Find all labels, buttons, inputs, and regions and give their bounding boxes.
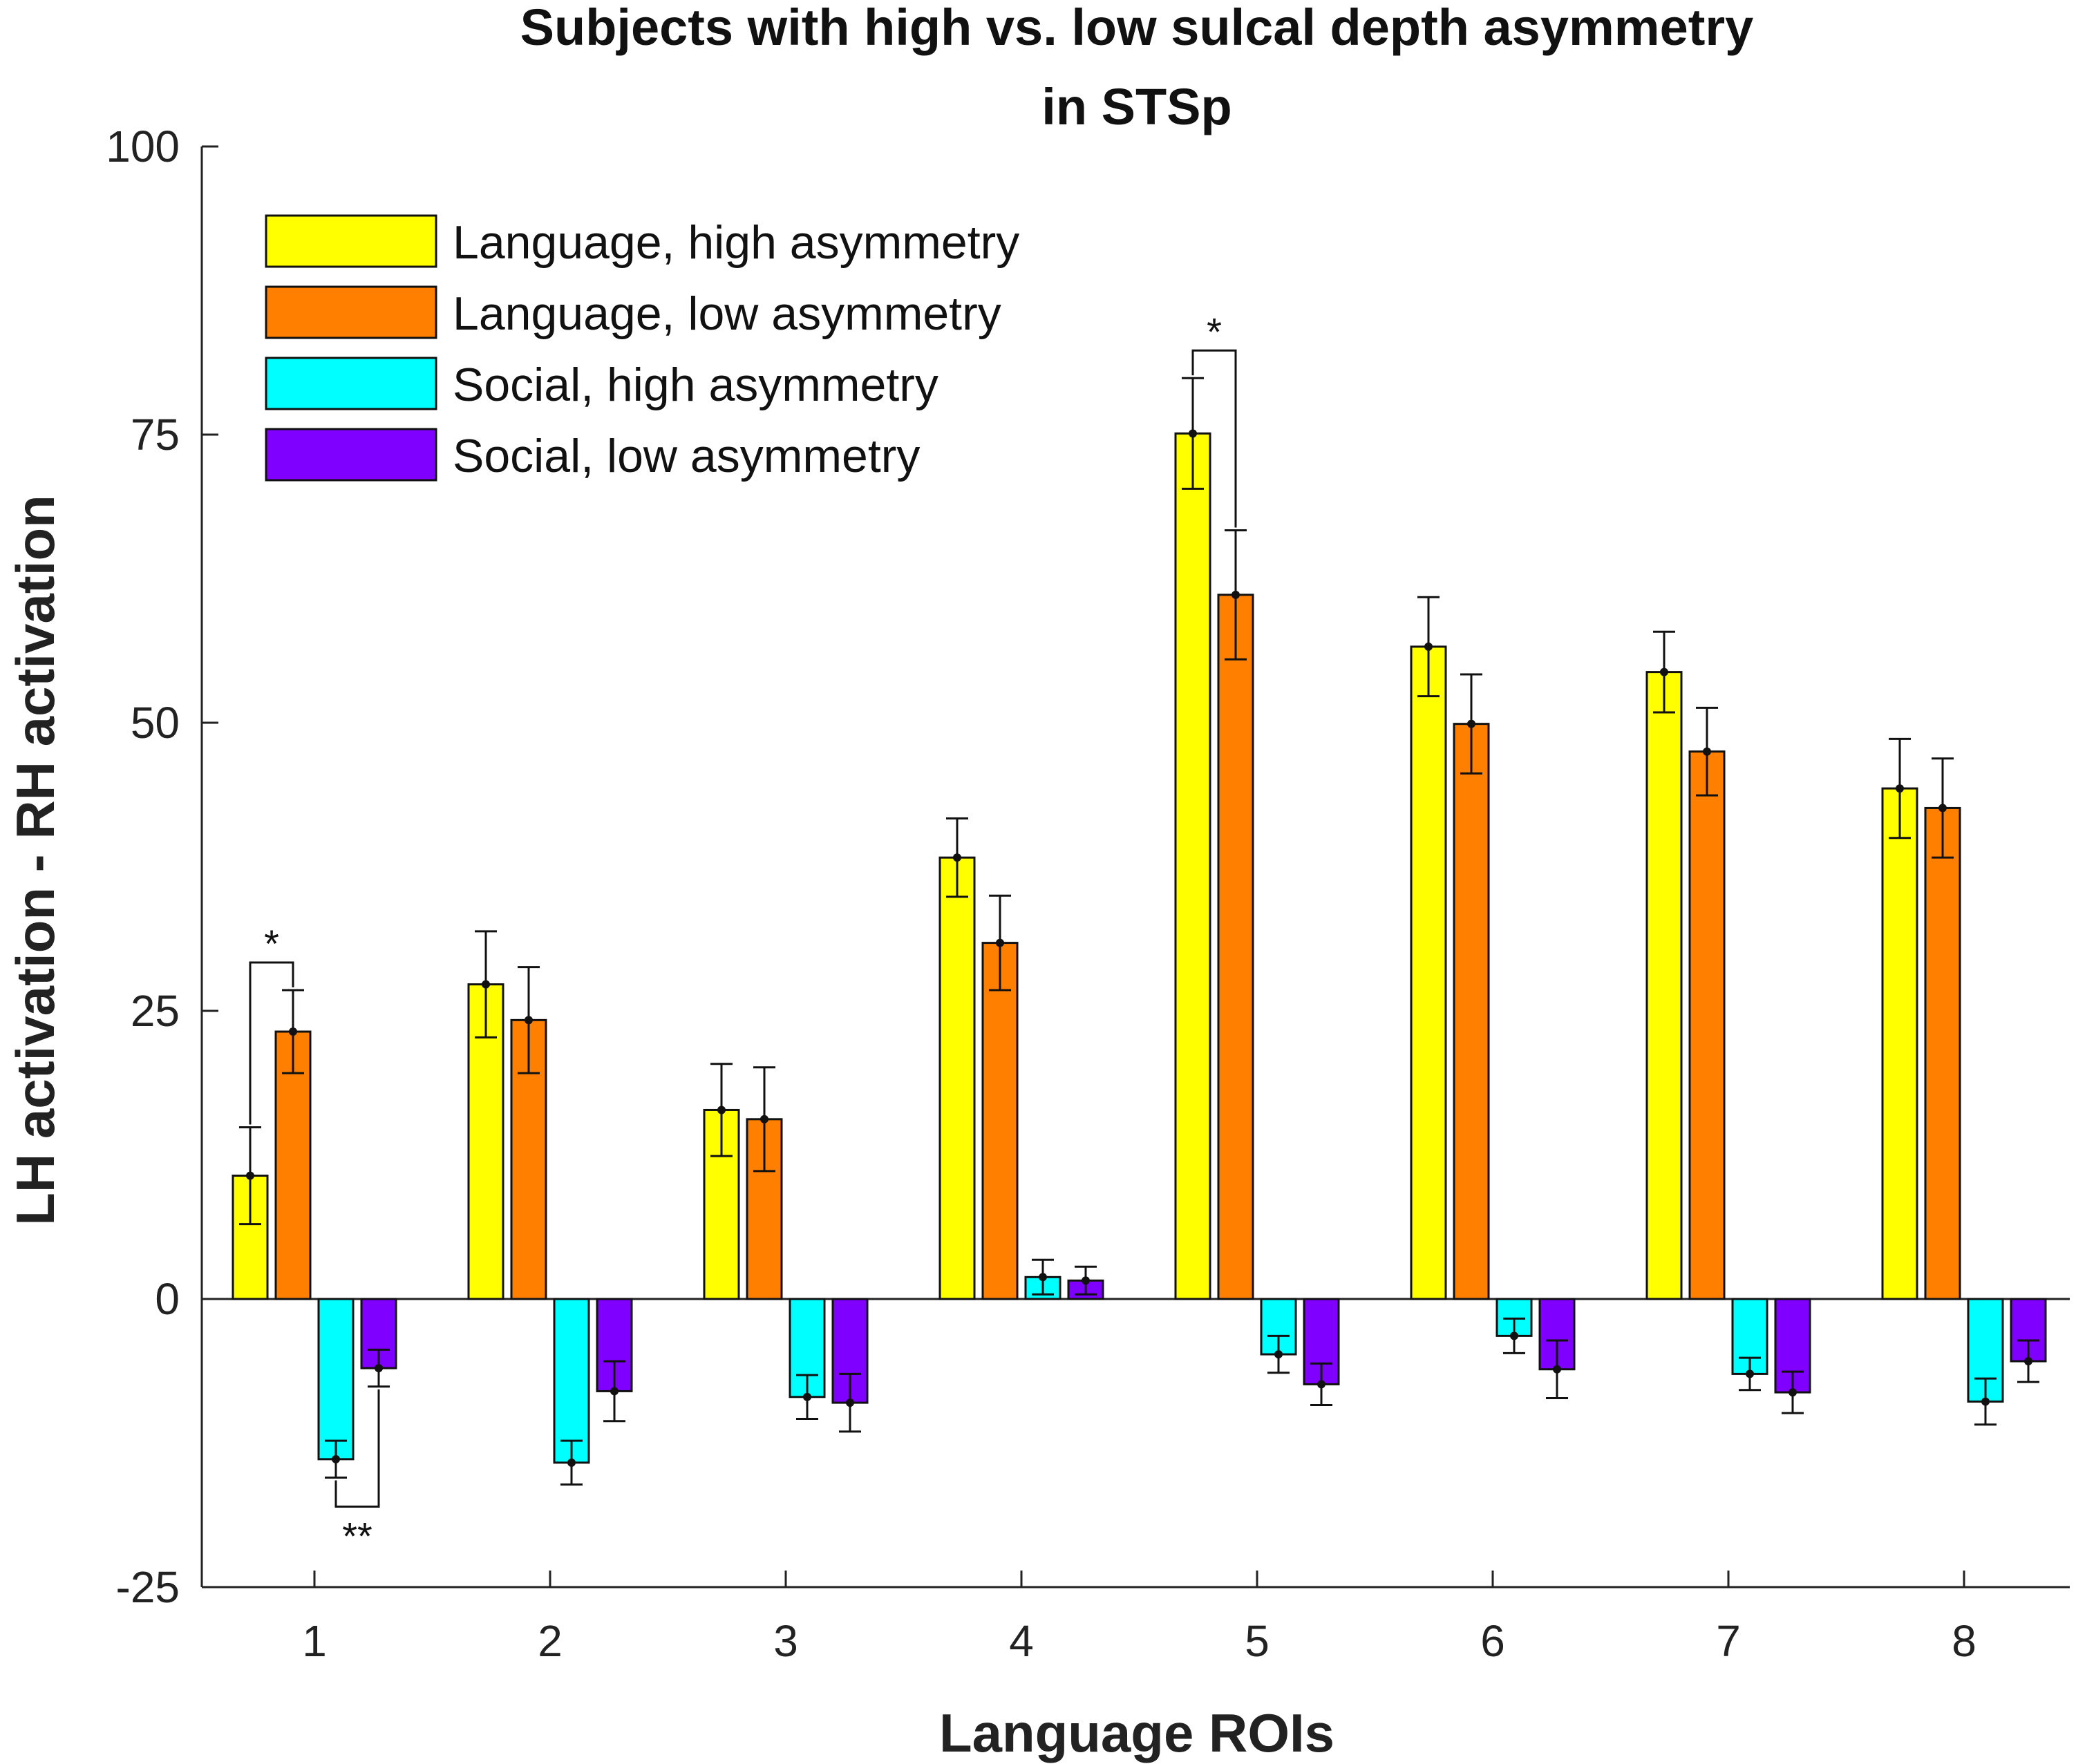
bar <box>1217 594 1254 1300</box>
chart-title: Subjects with high vs. low sulcal depth … <box>520 0 1754 56</box>
legend-label: Social, high asymmetry <box>453 359 938 411</box>
mean-point <box>610 1387 619 1396</box>
y-tick-label: 25 <box>131 986 180 1036</box>
legend-swatch <box>265 357 437 410</box>
significance-marker: * <box>264 922 279 965</box>
bar <box>274 1030 312 1300</box>
significance-marker: ** <box>342 1515 372 1558</box>
bar <box>1688 750 1726 1300</box>
mean-point <box>2024 1357 2032 1366</box>
x-tick-label: 6 <box>1480 1616 1505 1666</box>
mean-point <box>1789 1388 1797 1397</box>
legend: Language, high asymmetry Language, low as… <box>265 214 1019 482</box>
legend-swatch <box>265 428 437 482</box>
legend-label: Language, high asymmetry <box>453 216 1019 269</box>
mean-point <box>846 1398 854 1407</box>
x-tick-label: 5 <box>1245 1616 1270 1666</box>
mean-point <box>803 1392 811 1401</box>
significance-bracket <box>334 1389 380 1508</box>
mean-point <box>1981 1397 1990 1406</box>
mean-point <box>1082 1276 1090 1285</box>
y-tick-label: 75 <box>131 410 180 459</box>
mean-point <box>525 1016 533 1025</box>
chart-subtitle: in STSp <box>1041 78 1232 135</box>
mean-point <box>1746 1369 1754 1378</box>
y-axis-label: LH activation - RH activation <box>5 495 66 1226</box>
x-tick-label: 3 <box>773 1616 798 1666</box>
bar <box>938 856 976 1300</box>
mean-point <box>1039 1273 1047 1282</box>
mean-point <box>567 1458 576 1467</box>
x-tick-label: 4 <box>1009 1616 1034 1666</box>
mean-point <box>953 853 961 862</box>
x-axis-label: Language ROIs <box>939 1703 1334 1763</box>
mean-point <box>375 1364 383 1373</box>
y-tick-label: 100 <box>106 122 180 171</box>
mean-point <box>1189 429 1197 438</box>
mean-point <box>1510 1331 1518 1340</box>
significance-bracket <box>249 961 294 1125</box>
x-tick-label: 7 <box>1716 1616 1741 1666</box>
x-tick-label: 8 <box>1952 1616 1976 1666</box>
legend-label: Language, low asymmetry <box>453 287 1001 340</box>
mean-point <box>1232 590 1240 599</box>
y-tick-label: -25 <box>116 1562 180 1612</box>
mean-point <box>1553 1365 1561 1374</box>
bar <box>1410 645 1447 1300</box>
mean-point <box>332 1454 340 1463</box>
significance-marker: * <box>1207 310 1222 353</box>
legend-swatch <box>265 285 437 339</box>
mean-point <box>717 1106 726 1115</box>
mean-point <box>1938 804 1947 813</box>
x-tick-label: 2 <box>538 1616 563 1666</box>
bar <box>317 1298 355 1461</box>
bar <box>1881 787 1918 1300</box>
bar <box>1453 723 1490 1300</box>
significance-bracket <box>1191 349 1237 528</box>
mean-point <box>996 938 1004 947</box>
mean-point <box>289 1027 297 1036</box>
legend-label: Social, low asymmetry <box>453 430 920 482</box>
mean-point <box>1703 747 1711 756</box>
bar <box>981 942 1019 1300</box>
bar <box>1924 806 1961 1300</box>
plot-area: -25 0 25 50 75 100 1 2 3 4 5 6 7 8 <box>106 122 2070 1666</box>
y-tick-label: 0 <box>155 1274 180 1324</box>
x-tick-label: 1 <box>302 1616 327 1666</box>
mean-point <box>482 980 490 989</box>
mean-point <box>1896 784 1904 793</box>
legend-swatch <box>265 214 437 268</box>
mean-point <box>1424 642 1433 651</box>
mean-point <box>1467 719 1475 728</box>
significance-annotations: **** <box>249 310 1237 1558</box>
mean-point <box>246 1171 254 1180</box>
y-tick-label: 50 <box>131 698 180 748</box>
mean-point <box>1317 1380 1325 1389</box>
bar <box>553 1298 590 1464</box>
bar <box>1174 432 1211 1300</box>
mean-point <box>1274 1350 1283 1359</box>
bar <box>1645 671 1683 1300</box>
mean-point <box>760 1115 768 1123</box>
mean-point <box>1660 667 1668 676</box>
